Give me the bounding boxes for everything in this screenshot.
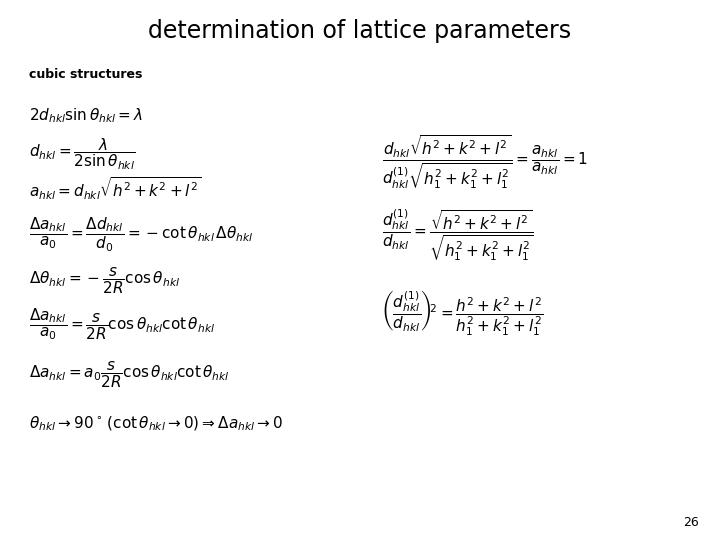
Text: $\left(\dfrac{d_{hkl}^{(1)}}{d_{hkl}}\right)^{\!2} = \dfrac{h^2+k^2+l^2}{h_1^2+k: $\left(\dfrac{d_{hkl}^{(1)}}{d_{hkl}}\ri… (382, 288, 543, 338)
Text: $a_{hkl} = d_{hkl}\sqrt{h^2 + k^2 + l^2}$: $a_{hkl} = d_{hkl}\sqrt{h^2 + k^2 + l^2}… (29, 176, 202, 202)
Text: 26: 26 (683, 516, 698, 529)
Text: $\Delta\theta_{hkl} = -\dfrac{s}{2R}\cos\theta_{hkl}$: $\Delta\theta_{hkl} = -\dfrac{s}{2R}\cos… (29, 266, 180, 296)
Text: determination of lattice parameters: determination of lattice parameters (148, 19, 572, 43)
Text: $\Delta a_{hkl} = a_0\dfrac{s}{2R}\cos\theta_{hkl}\cot\theta_{hkl}$: $\Delta a_{hkl} = a_0\dfrac{s}{2R}\cos\t… (29, 360, 230, 390)
Text: $\dfrac{\Delta a_{hkl}}{a_0} = \dfrac{\Delta d_{hkl}}{d_0} = -\cot\theta_{hkl}\,: $\dfrac{\Delta a_{hkl}}{a_0} = \dfrac{\D… (29, 216, 253, 254)
Text: $2d_{hkl}\sin\theta_{hkl} = \lambda$: $2d_{hkl}\sin\theta_{hkl} = \lambda$ (29, 107, 143, 125)
Text: cubic structures: cubic structures (29, 68, 142, 80)
Text: $\dfrac{\Delta a_{hkl}}{a_0} = \dfrac{s}{2R}\cos\theta_{hkl}\cot\theta_{hkl}$: $\dfrac{\Delta a_{hkl}}{a_0} = \dfrac{s}… (29, 306, 215, 342)
Text: $d_{hkl} = \dfrac{\lambda}{2\sin\theta_{hkl}}$: $d_{hkl} = \dfrac{\lambda}{2\sin\theta_{… (29, 136, 135, 172)
Text: $\theta_{hkl} \rightarrow 90^\circ\,(\cot\theta_{hkl}\rightarrow 0)\Rightarrow \: $\theta_{hkl} \rightarrow 90^\circ\,(\co… (29, 415, 283, 433)
Text: $\dfrac{d_{hkl}^{(1)}}{d_{hkl}} = \dfrac{\sqrt{h^2+k^2+l^2}}{\sqrt{h_1^2+k_1^2+l: $\dfrac{d_{hkl}^{(1)}}{d_{hkl}} = \dfrac… (382, 207, 534, 263)
Text: $\dfrac{d_{hkl}\sqrt{h^2+k^2+l^2}}{d_{hkl}^{(1)}\sqrt{h_1^2+k_1^2+l_1^2}} = \dfr: $\dfrac{d_{hkl}\sqrt{h^2+k^2+l^2}}{d_{hk… (382, 133, 588, 191)
